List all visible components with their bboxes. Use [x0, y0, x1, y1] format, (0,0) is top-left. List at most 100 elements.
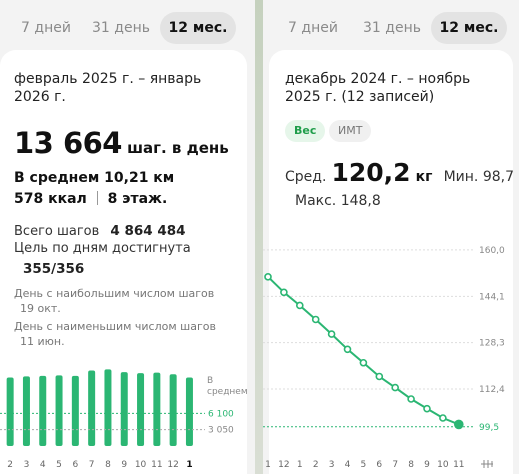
- steps-bar-6[interactable]: [71, 375, 79, 446]
- min-day-value: 11 июн.: [20, 335, 65, 348]
- weight-point[interactable]: [359, 358, 368, 367]
- steps-bar-12[interactable]: [169, 374, 177, 446]
- avg-weight-unit: кг: [415, 169, 433, 185]
- tab-7-days-weight[interactable]: 7 дней: [288, 20, 338, 36]
- min-weight: Мин. 98,7: [443, 169, 514, 185]
- x-tick-label: 2: [7, 460, 13, 470]
- x-tick-label: 6: [376, 460, 382, 470]
- y-tick-label: 112,4: [479, 385, 505, 395]
- tab-7-days[interactable]: 7 дней: [21, 20, 71, 36]
- weight-point[interactable]: [375, 372, 384, 381]
- x-tick-label: 1: [265, 460, 271, 470]
- weight-panel: 7 дней 31 день 12 мес. декабрь 2024 г. –…: [263, 0, 519, 474]
- weight-period-line-1: декабрь 2024 г. – ноябрь: [285, 71, 471, 87]
- tab-31-days[interactable]: 31 день: [92, 20, 150, 36]
- x-tick-label: 3: [329, 460, 335, 470]
- kcal-value: 578 ккал: [14, 191, 87, 207]
- x-tick-label: 2: [313, 460, 319, 470]
- panel-divider: [255, 0, 263, 474]
- x-tick-label: 7: [89, 460, 95, 470]
- weight-point[interactable]: [311, 315, 320, 324]
- separator: [96, 191, 98, 205]
- x-tick-label: 8: [105, 460, 111, 470]
- reference-label-goal: 6 100: [208, 409, 234, 419]
- y-tick-label: 160,0: [479, 246, 505, 256]
- weight-point[interactable]: [264, 273, 272, 281]
- x-tick-label: 6: [72, 460, 78, 470]
- total-steps-label: Всего шагов: [14, 224, 100, 239]
- steps-bar-3[interactable]: [22, 376, 30, 446]
- steps-bar-10[interactable]: [137, 373, 145, 446]
- goal-value: 355/356: [23, 261, 85, 277]
- list-filter-icon[interactable]: [481, 460, 493, 468]
- x-tick-label: 4: [40, 460, 46, 470]
- steps-per-day-value: 13 664: [14, 126, 123, 160]
- weight-card: декабрь 2024 г. – ноябрь 2025 г. (12 зап…: [269, 50, 514, 474]
- weight-period-line-2: 2025 г. (12 записей): [285, 89, 435, 105]
- weight-point[interactable]: [343, 345, 352, 354]
- total-steps-value: 4 864 484: [110, 223, 186, 239]
- steps-bar-5[interactable]: [55, 375, 63, 446]
- tab-12-months[interactable]: 12 мес.: [160, 12, 236, 44]
- weight-point[interactable]: [327, 330, 336, 338]
- x-tick-label: 1: [297, 460, 303, 470]
- x-tick-label: 1: [186, 460, 192, 470]
- steps-bar-7[interactable]: [88, 370, 96, 446]
- latest-value-label: 99,5: [479, 423, 499, 433]
- weight-series-line: [267, 276, 460, 426]
- tab-31-days-weight[interactable]: 31 день: [363, 20, 421, 36]
- total-steps-row: Всего шагов 4 864 484: [14, 220, 186, 239]
- avg-label-line-2: среднем: [207, 387, 248, 397]
- period-tabs: 7 дней 31 день 12 мес.: [0, 12, 255, 44]
- x-tick-label: 12: [278, 460, 289, 470]
- period-line-1: февраль 2025 г. – январь: [14, 71, 202, 87]
- energy-floors: 578 ккал 8 этаж.: [14, 191, 167, 207]
- steps-bar-2[interactable]: [6, 377, 14, 446]
- avg-label: Сред.: [285, 169, 327, 185]
- x-tick-label: 10: [135, 460, 147, 470]
- max-weight: Макс. 148,8: [295, 193, 381, 209]
- weight-point[interactable]: [391, 383, 399, 392]
- steps-bar-chart: В среднем 6 100 3 050 2 3 4 5 6 7 8 9 10 11 12 1: [0, 369, 248, 470]
- chip-bmi[interactable]: ИМТ: [329, 120, 372, 142]
- weight-point[interactable]: [295, 301, 304, 310]
- weight-point[interactable]: [280, 288, 288, 297]
- weight-point[interactable]: [439, 414, 447, 422]
- x-tick-label: 5: [56, 460, 62, 470]
- x-tick-label: 10: [437, 460, 449, 470]
- avg-label-line-1: В: [207, 376, 213, 386]
- steps-panel: 7 дней 31 день 12 мес. февраль 2025 г. –…: [0, 0, 255, 474]
- x-tick-label: 3: [24, 460, 30, 470]
- max-day-label: День с наибольшим числом шагов: [14, 287, 215, 300]
- x-tick-label: 12: [167, 460, 178, 470]
- x-tick-label: 9: [424, 460, 430, 470]
- max-day-value: 19 окт.: [20, 302, 61, 315]
- reference-label-half: 3 050: [208, 426, 234, 436]
- x-tick-label: 9: [121, 460, 127, 470]
- steps-bar-9[interactable]: [120, 372, 128, 446]
- x-tick-label: 11: [453, 460, 464, 470]
- min-day-label: День с наименьшим числом шагов: [14, 320, 216, 333]
- x-tick-label: 7: [392, 460, 398, 470]
- weight-point[interactable]: [407, 395, 415, 403]
- weight-point[interactable]: [423, 404, 431, 413]
- x-tick-label: 8: [408, 460, 414, 470]
- chip-weight[interactable]: Вес: [285, 120, 326, 142]
- avg-distance: В среднем 10,21 км: [14, 170, 175, 186]
- period-tabs-weight: 7 дней 31 день 12 мес.: [263, 12, 519, 44]
- steps-bar-1[interactable]: [185, 377, 193, 446]
- floors-value: 8 этаж.: [107, 191, 168, 207]
- steps-bar-11[interactable]: [153, 372, 161, 446]
- x-tick-label: 11: [151, 460, 162, 470]
- avg-weight-value: 120,2: [331, 158, 411, 187]
- steps-bar-4[interactable]: [39, 375, 47, 446]
- tab-12-months-weight[interactable]: 12 мес.: [431, 12, 507, 44]
- weight-point[interactable]: [454, 419, 464, 430]
- weight-summary: Сред. 120,2 кг Мин. 98,7: [285, 158, 514, 187]
- steps-bar-8[interactable]: [104, 369, 112, 446]
- x-tick-label: 5: [361, 460, 367, 470]
- period-line-2: 2026 г.: [14, 89, 66, 105]
- steps-unit: шаг. в день: [127, 139, 229, 157]
- y-tick-label: 128,3: [479, 339, 505, 349]
